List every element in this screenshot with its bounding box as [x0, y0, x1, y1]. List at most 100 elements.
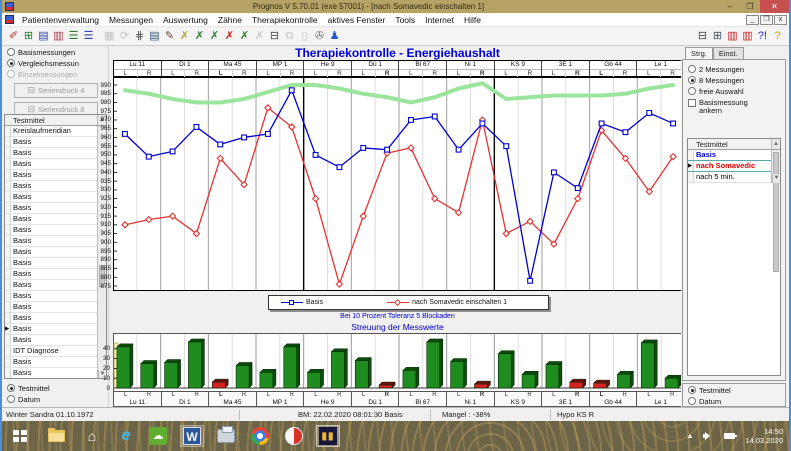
refresh-icon[interactable]: ⟳ — [119, 29, 130, 42]
radio-testmittel[interactable]: Testmittel — [7, 383, 50, 393]
testmittel-row[interactable]: Basis — [5, 357, 106, 368]
menu-item-aktives-fenster[interactable]: aktives Fenster — [327, 14, 386, 25]
menu-item-hilfe[interactable]: Hilfe — [463, 14, 481, 25]
printer-app-icon[interactable] — [214, 425, 238, 447]
paste-icon[interactable]: ▯ — [301, 29, 308, 42]
menu-item-patientenverwaltung[interactable]: Patientenverwaltung — [22, 14, 100, 25]
copy-icon[interactable]: ⧉ — [285, 29, 294, 42]
testmittel-row[interactable]: Kreislaufmeridian — [5, 126, 106, 137]
scrollbar-thumb[interactable] — [773, 152, 779, 272]
testmittel-row[interactable]: Basis — [5, 148, 106, 159]
report-red-icon[interactable]: ▥ — [727, 29, 738, 42]
left-table-scrollbar[interactable]: ▼ — [97, 126, 106, 378]
menu-item-internet[interactable]: Internet — [425, 14, 454, 25]
scroll-up-arrow-icon[interactable]: ▲ — [97, 115, 106, 125]
chrome-icon[interactable] — [248, 425, 272, 447]
testmittel-row[interactable]: Basis — [5, 236, 106, 247]
testmittel-row[interactable]: ▶ Basis — [5, 324, 106, 335]
restore-button[interactable]: ❐ — [746, 2, 754, 11]
start-button[interactable] — [8, 425, 32, 447]
scroll-down-arrow-icon[interactable]: ▼ — [772, 174, 780, 183]
testmittel-row[interactable]: Basis — [5, 269, 106, 280]
menu-item-therapiekontrolle[interactable]: Therapiekontrolle — [251, 14, 318, 25]
scrollbar-thumb[interactable] — [99, 265, 105, 288]
testmittel-row[interactable]: Basis — [5, 291, 106, 302]
volume-icon[interactable] — [703, 431, 714, 441]
radio-einzelmessungen[interactable]: Einzelmessungen — [7, 69, 108, 79]
scroll-down-arrow-icon[interactable]: ▼ — [98, 370, 106, 378]
testmittel-row[interactable]: Basis — [5, 137, 106, 148]
mdi-close-button[interactable]: x — [774, 14, 787, 25]
measure-ruler-icon[interactable]: ⋕ — [134, 29, 145, 42]
menu-item-messungen[interactable]: Messungen — [109, 14, 153, 25]
needle-gray-icon[interactable]: ✗ — [254, 29, 265, 42]
green-cloud-app-icon[interactable]: ☁ — [146, 425, 170, 447]
chart-window-icon[interactable]: ▤ — [38, 29, 49, 42]
minimize-button[interactable]: – — [727, 2, 733, 11]
testmittel-row[interactable]: Basis — [5, 214, 106, 225]
needle-red-icon[interactable]: ✗ — [224, 29, 235, 42]
menu-item-tools[interactable]: Tools — [395, 14, 416, 25]
tab-einst[interactable]: Einst. — [712, 47, 744, 59]
radio-freie-auswahl[interactable]: freie Auswahl — [688, 86, 785, 96]
testmittel-row[interactable]: Basis — [5, 313, 106, 324]
testmittel-row[interactable]: Basis — [5, 170, 106, 181]
radio-8-messungen[interactable]: 8 Messungen — [688, 75, 785, 85]
testmittel-row[interactable]: Basis — [5, 181, 106, 192]
close-button[interactable]: ✕ — [760, 0, 789, 13]
testmittel-row[interactable]: Basis — [5, 247, 106, 258]
tab-strg[interactable]: Strg. — [685, 47, 713, 60]
mdi-minimize-button[interactable]: _ — [746, 14, 759, 25]
printer-icon[interactable]: ⊟ — [269, 29, 280, 42]
anchor-checkbox-row[interactable]: Basismessung ankern — [688, 99, 785, 115]
scroll-up-arrow-icon[interactable]: ▲ — [771, 139, 780, 149]
save-icon[interactable]: ▦ — [104, 29, 115, 42]
testmittel-row[interactable]: Basis — [688, 150, 780, 161]
testmittel-row[interactable]: Basis — [5, 258, 106, 269]
taskbar-clock[interactable]: 14:50 14.03.2020 — [745, 427, 783, 445]
color-grid-icon[interactable]: ⊞ — [23, 29, 34, 42]
radio-datum[interactable]: Datum — [7, 394, 50, 404]
testmittel-row[interactable]: Basis — [5, 159, 106, 170]
testmittel-row[interactable]: IDT Diagnose — [5, 346, 106, 357]
testmittel-row[interactable]: ▶ nach Somavedic — [688, 161, 780, 172]
list-blue-icon[interactable]: ☰ — [83, 29, 94, 42]
doc-edit-icon[interactable]: ✎ — [164, 29, 175, 42]
list-colored-icon[interactable]: ☰ — [68, 29, 79, 42]
button-seriendruck-4[interactable]: ⊟ Seriendruck 4 — [14, 83, 98, 98]
battery-icon[interactable] — [724, 433, 738, 439]
radio-basismessungen[interactable]: Basismessungen — [7, 47, 108, 57]
help-icon[interactable]: ? — [774, 29, 781, 42]
mdi-restore-button[interactable]: ❐ — [760, 14, 773, 25]
testmittel-row[interactable]: Basis — [5, 203, 106, 214]
printer-export-icon[interactable]: ⊞ — [712, 29, 723, 42]
testmittel-row[interactable]: Basis — [5, 225, 106, 236]
needle-green3-icon[interactable]: ✗ — [239, 29, 250, 42]
pen-erase-icon[interactable]: ✐ — [8, 29, 19, 42]
menu-item-zähne[interactable]: Zähne — [217, 14, 242, 25]
testmittel-row[interactable]: Basis — [5, 302, 106, 313]
shield-app-icon[interactable] — [282, 425, 306, 447]
chart-mini-icon[interactable]: ▤ — [149, 29, 160, 42]
word-icon[interactable]: W — [180, 425, 204, 447]
tray-expand-icon[interactable]: ▲ — [686, 432, 694, 440]
help-context-icon[interactable]: ?! — [757, 29, 768, 42]
radio-2-messungen[interactable]: 2 Messungen — [688, 64, 785, 74]
testmittel-row[interactable]: Basis — [5, 368, 106, 378]
link-icon[interactable]: ✇ — [314, 29, 325, 42]
radio-vergleichsmessun[interactable]: Vergleichsmessun — [7, 58, 108, 68]
testmittel-row[interactable]: Basis — [5, 335, 106, 346]
radio-testmittel[interactable]: Testmittel — [688, 385, 785, 395]
menu-item-auswertung[interactable]: Auswertung — [162, 14, 208, 25]
needle-green2-icon[interactable]: ✗ — [209, 29, 220, 42]
needle-green-icon[interactable]: ✗ — [194, 29, 205, 42]
radio-datum[interactable]: Datum — [688, 396, 785, 406]
home-icon[interactable]: ⌂ — [80, 425, 104, 447]
chart-compare-icon[interactable]: ▥ — [53, 29, 64, 42]
testmittel-row[interactable]: Basis — [5, 280, 106, 291]
report-red2-icon[interactable]: ▥ — [742, 29, 753, 42]
printer-icon[interactable]: ⊟ — [697, 29, 708, 42]
testmittel-row[interactable]: nach 5 min. — [688, 172, 780, 183]
testmittel-row[interactable]: Basis — [5, 192, 106, 203]
internet-explorer-icon[interactable]: e — [114, 425, 138, 447]
